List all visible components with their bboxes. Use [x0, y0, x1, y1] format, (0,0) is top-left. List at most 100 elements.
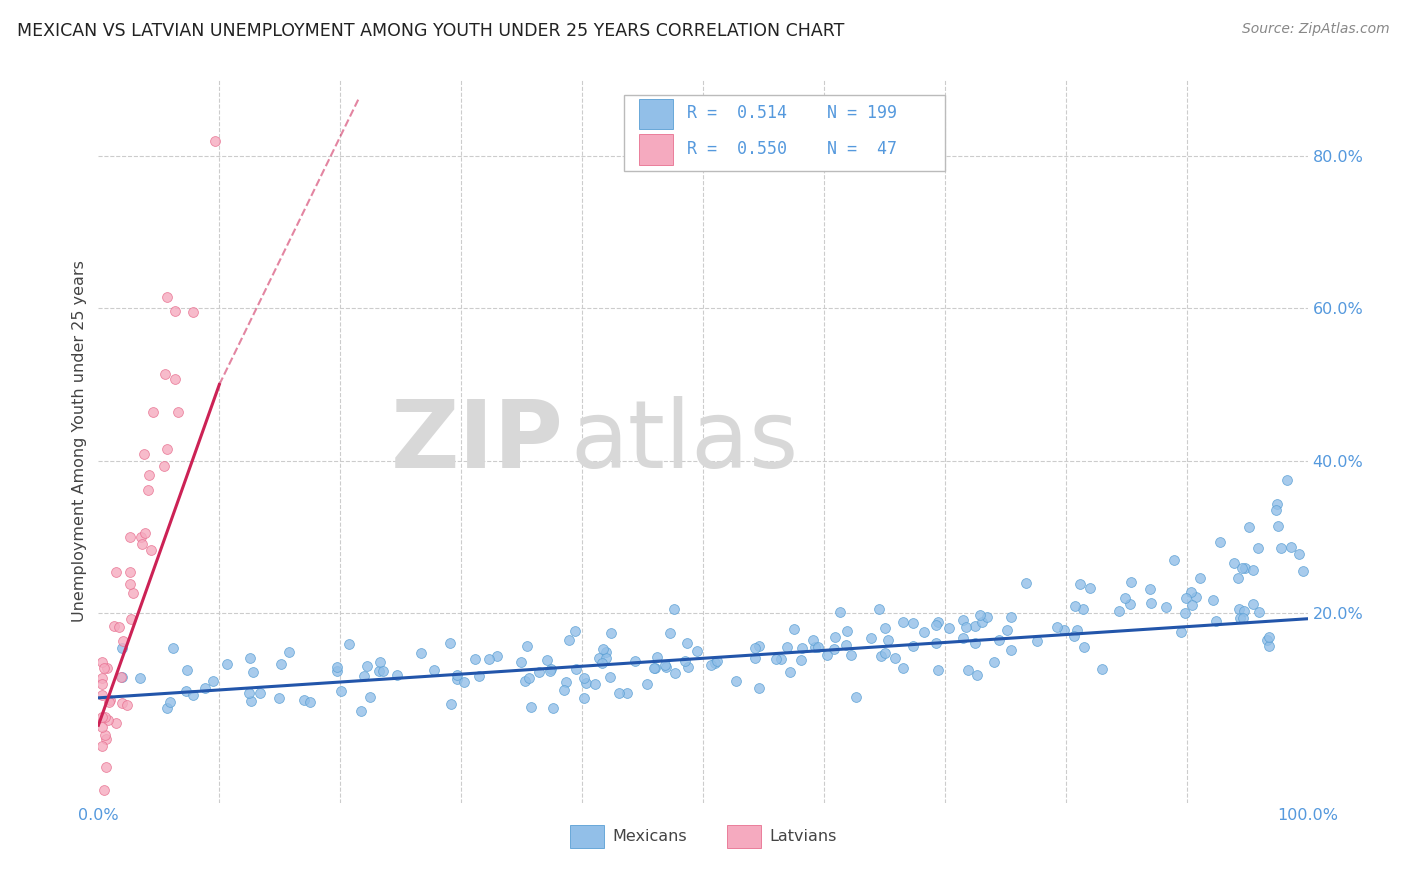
Point — [204, 134, 226, 148]
Point — [654, 657, 676, 672]
Point — [1071, 602, 1094, 616]
Point — [1205, 615, 1227, 629]
Point — [912, 624, 935, 639]
Point — [326, 660, 349, 674]
Point — [325, 665, 347, 679]
Point — [595, 645, 617, 659]
Point — [1267, 518, 1289, 533]
Point — [516, 640, 538, 654]
Point — [120, 577, 142, 591]
Point — [356, 659, 378, 673]
Point — [704, 657, 727, 671]
Point — [675, 654, 697, 668]
Point — [277, 644, 299, 658]
Point — [823, 641, 845, 656]
Point — [686, 644, 709, 658]
Point — [1053, 623, 1076, 637]
Point — [748, 639, 770, 653]
Point — [91, 672, 114, 686]
Point — [1265, 497, 1288, 511]
Point — [643, 661, 665, 675]
Point — [519, 699, 541, 714]
Point — [464, 652, 486, 666]
Point — [1257, 630, 1279, 644]
Point — [555, 674, 578, 689]
Point — [118, 565, 141, 579]
Point — [1247, 541, 1270, 555]
Point — [1180, 585, 1202, 599]
Point — [527, 665, 550, 679]
Point — [91, 655, 114, 669]
Point — [242, 665, 264, 679]
Point — [94, 731, 117, 746]
Point — [1163, 553, 1185, 567]
Text: Mexicans: Mexicans — [613, 830, 688, 844]
Point — [156, 701, 179, 715]
Point — [517, 671, 540, 685]
Point — [153, 368, 176, 382]
Point — [976, 610, 998, 624]
Point — [1015, 576, 1038, 591]
Point — [1175, 591, 1198, 605]
Point — [792, 641, 814, 656]
Point — [91, 710, 114, 724]
Point — [540, 662, 562, 676]
Point — [1226, 571, 1249, 585]
Point — [1202, 593, 1225, 607]
Point — [536, 653, 558, 667]
Point — [353, 669, 375, 683]
Point — [1230, 560, 1253, 574]
Point — [744, 651, 766, 665]
Point — [267, 690, 290, 705]
Point — [835, 624, 858, 639]
Point — [543, 701, 565, 715]
Point — [1265, 503, 1288, 517]
Point — [804, 640, 827, 654]
Point — [510, 655, 533, 669]
Point — [790, 653, 813, 667]
Point — [807, 640, 830, 654]
Point — [769, 652, 792, 666]
Point — [165, 304, 187, 318]
Point — [1073, 640, 1095, 655]
Point — [925, 636, 948, 650]
Point — [217, 657, 239, 672]
Point — [966, 668, 988, 682]
Point — [927, 615, 949, 629]
Point — [558, 632, 581, 647]
Point — [1000, 642, 1022, 657]
Point — [1069, 577, 1091, 591]
Point — [111, 696, 134, 710]
Point — [575, 675, 598, 690]
Point — [678, 660, 700, 674]
Text: Source: ZipAtlas.com: Source: ZipAtlas.com — [1241, 22, 1389, 37]
Point — [845, 690, 868, 704]
Point — [373, 664, 395, 678]
Point — [91, 689, 114, 703]
Point — [478, 652, 501, 666]
Point — [486, 648, 509, 663]
Point — [440, 698, 463, 712]
Point — [1234, 561, 1257, 575]
Point — [592, 642, 614, 657]
Point — [91, 677, 114, 691]
Text: R =  0.550    N =  47: R = 0.550 N = 47 — [688, 140, 897, 159]
Point — [607, 686, 630, 700]
Point — [298, 695, 321, 709]
Point — [868, 602, 890, 616]
Point — [96, 661, 118, 675]
Point — [815, 648, 838, 662]
Bar — [727, 825, 761, 848]
Point — [583, 677, 606, 691]
Point — [111, 634, 134, 648]
Point — [834, 638, 856, 652]
Point — [600, 626, 623, 640]
Text: MEXICAN VS LATVIAN UNEMPLOYMENT AMONG YOUTH UNDER 25 YEARS CORRELATION CHART: MEXICAN VS LATVIAN UNEMPLOYMENT AMONG YO… — [17, 22, 844, 40]
Point — [136, 483, 159, 497]
Point — [122, 585, 145, 599]
Point — [924, 617, 946, 632]
Point — [1256, 632, 1278, 647]
Point — [385, 668, 408, 682]
Point — [963, 619, 986, 633]
Point — [93, 661, 115, 675]
